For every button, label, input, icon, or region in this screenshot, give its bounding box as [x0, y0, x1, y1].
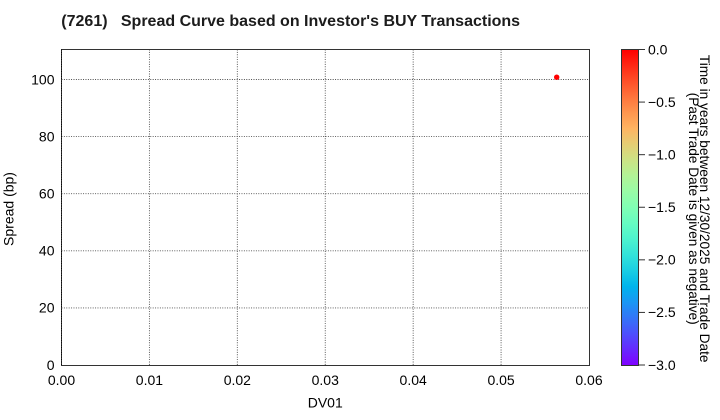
svg-text:−2.5: −2.5 [648, 304, 676, 320]
svg-text:0.04: 0.04 [400, 372, 427, 388]
svg-text:40: 40 [39, 243, 55, 259]
svg-text:(7261) Spread Curve based on: (7261) Spread Curve based on Investor's … [61, 13, 520, 30]
svg-text:DV01: DV01 [308, 395, 343, 411]
svg-text:60: 60 [39, 186, 55, 202]
svg-text:100: 100 [31, 71, 55, 87]
svg-text:0.03: 0.03 [312, 372, 339, 388]
svg-text:−1.0: −1.0 [648, 146, 676, 162]
svg-text:0.02: 0.02 [224, 372, 251, 388]
svg-text:0: 0 [47, 357, 55, 373]
svg-text:Spread (bp): Spread (bp) [1, 172, 17, 246]
svg-text:Time in years between 12/30/20: Time in years between 12/30/2025 and Tra… [697, 55, 712, 363]
svg-text:−0.5: −0.5 [648, 94, 676, 110]
svg-text:80: 80 [39, 128, 55, 144]
svg-text:−1.5: −1.5 [648, 199, 676, 215]
svg-text:0.01: 0.01 [136, 372, 163, 388]
svg-text:0.0: 0.0 [648, 41, 668, 57]
svg-text:(Past Trade Date is given as n: (Past Trade Date is given as negative) [686, 93, 701, 325]
svg-text:−3.0: −3.0 [648, 357, 676, 373]
svg-text:−2.0: −2.0 [648, 252, 676, 268]
svg-text:20: 20 [39, 300, 55, 316]
svg-text:0.06: 0.06 [575, 372, 602, 388]
svg-text:0.00: 0.00 [48, 372, 75, 388]
svg-text:0.05: 0.05 [487, 372, 514, 388]
